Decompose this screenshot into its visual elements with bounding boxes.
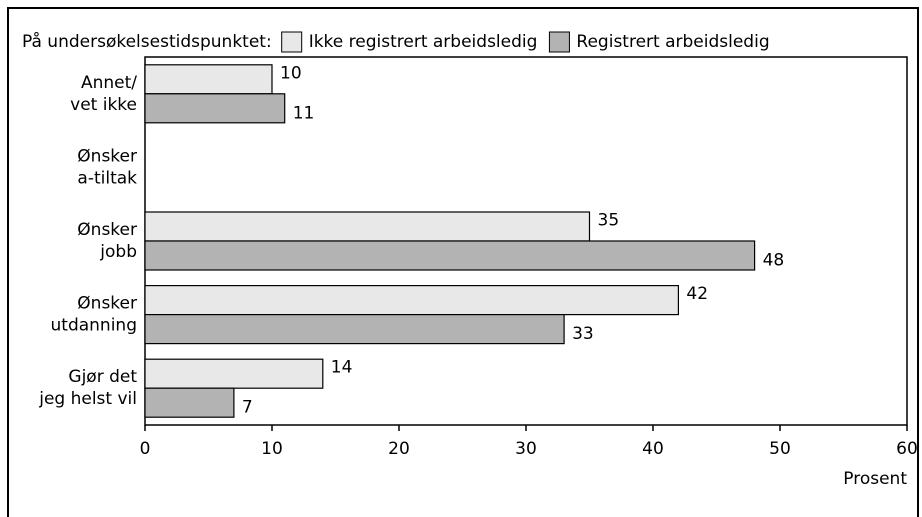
y-tick-label: a-tiltak [77,168,137,188]
x-tick-label: 10 [261,439,283,459]
y-tick-label: jobb [99,242,137,262]
bar [144,64,273,95]
y-tick-label: utdanning [51,316,138,336]
bar [144,240,756,271]
y-tick-label: Ønsker [77,294,137,314]
x-tick-label: 60 [896,439,918,459]
y-tick-label: vet ikke [70,95,137,115]
value-label: 33 [572,324,594,344]
legend-swatch [548,31,570,53]
y-tick-label: Ønsker [77,220,137,240]
x-tick-label: 50 [769,439,791,459]
y-tick-label: jeg helst vil [38,389,137,409]
value-label: 48 [763,251,785,271]
value-label: 14 [331,358,353,378]
bar [144,285,680,316]
y-tick-label: Ønsker [77,146,137,166]
legend-label: Ikke registrert arbeidsledig [309,32,538,52]
legend-swatch [281,31,303,53]
bar [144,387,235,418]
bar [144,211,591,242]
frame [7,7,919,517]
value-label: 35 [598,211,620,231]
value-label: 11 [293,103,315,123]
x-tick-label: 30 [515,439,537,459]
bar [144,358,324,389]
x-tick-label: 0 [140,439,151,459]
bar [144,93,286,124]
value-label: 10 [280,63,302,83]
x-tick-label: 20 [388,439,410,459]
value-label: 7 [242,398,253,418]
y-tick-label: Gjør det [68,367,137,387]
legend-title: På undersøkelsestidspunktet: [22,31,272,52]
x-tick-label: 40 [642,439,664,459]
y-tick-label: Annet/ [81,73,137,93]
bar [144,314,565,345]
value-label: 42 [686,284,708,304]
legend-label: Registrert arbeidsledig [576,32,769,52]
x-axis-label: Prosent [843,469,907,489]
